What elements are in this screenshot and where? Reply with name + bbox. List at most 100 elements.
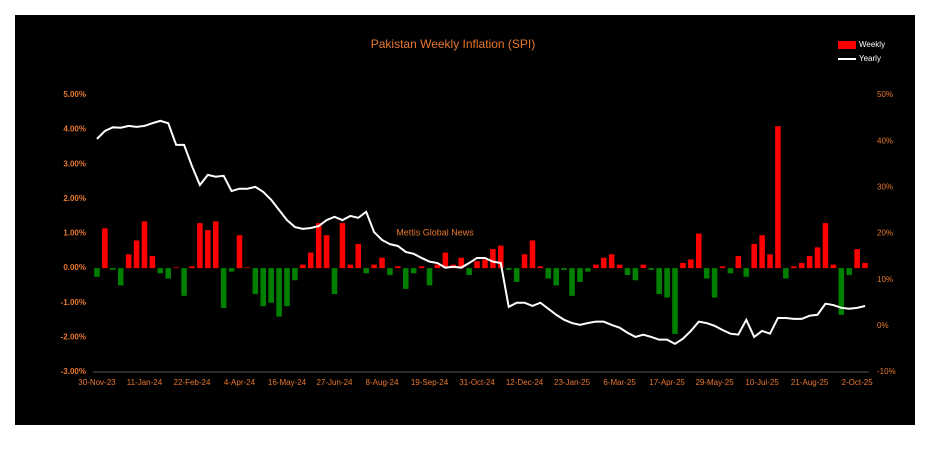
x-tick-label: 12-Dec-24	[506, 378, 544, 387]
bar	[624, 268, 631, 276]
bar	[616, 264, 623, 269]
bar	[117, 268, 124, 286]
bar	[94, 268, 100, 277]
bar	[363, 268, 369, 274]
bar	[403, 268, 409, 289]
bar	[711, 268, 718, 298]
bar	[307, 252, 314, 269]
y-tick-label: 0.00%	[63, 263, 86, 272]
bar	[537, 266, 544, 269]
x-tick-label: 8-Aug-24	[366, 378, 399, 387]
bar	[205, 230, 211, 269]
bar	[664, 268, 670, 298]
bar	[458, 257, 464, 269]
bar	[727, 268, 734, 274]
bar	[181, 268, 187, 296]
bar	[561, 268, 567, 270]
x-tick-label: 27-Jun-24	[316, 378, 353, 387]
bar	[806, 256, 813, 269]
bar	[125, 254, 132, 269]
x-tick-label: 21-Aug-25	[791, 378, 829, 387]
bar	[355, 243, 362, 269]
y-tick-label: 1.00%	[63, 229, 86, 238]
bar	[157, 268, 164, 274]
bar	[228, 268, 235, 272]
bar	[529, 240, 536, 269]
bar	[426, 268, 433, 286]
bar	[846, 268, 852, 276]
bar	[410, 268, 417, 274]
x-tick-label: 4-Apr-24	[224, 378, 256, 387]
bar	[252, 268, 259, 295]
bar	[466, 268, 472, 276]
bar	[608, 254, 615, 269]
bar	[260, 268, 267, 307]
bar	[791, 266, 797, 269]
bar	[814, 247, 821, 269]
bar	[276, 268, 282, 317]
bar	[395, 266, 401, 269]
bar	[339, 223, 346, 269]
bar	[331, 268, 338, 295]
bar	[862, 262, 868, 269]
bar	[300, 264, 306, 269]
bar	[767, 254, 773, 269]
y2-tick-label: 30%	[877, 182, 893, 191]
bar	[553, 268, 559, 286]
bar	[268, 268, 274, 303]
chart-background	[15, 15, 915, 425]
bar	[212, 221, 219, 269]
bar	[244, 267, 251, 269]
bar	[284, 268, 290, 307]
y2-tick-label: 0%	[877, 321, 889, 330]
bar	[783, 268, 789, 279]
bar	[545, 268, 552, 279]
bar	[830, 264, 837, 269]
bar	[379, 257, 385, 269]
bar	[102, 228, 108, 269]
bar	[672, 268, 678, 334]
bar	[648, 268, 655, 270]
bar	[632, 268, 639, 281]
bar	[600, 257, 607, 269]
bar	[442, 252, 449, 269]
bar	[498, 245, 504, 269]
bar	[490, 249, 496, 269]
y-tick-label: 2.00%	[63, 194, 86, 203]
bar	[189, 266, 195, 269]
annotation: Mettis Global News	[396, 227, 474, 237]
legend-label: Weekly	[859, 40, 885, 49]
y2-tick-label: 10%	[877, 275, 893, 284]
x-tick-label: 19-Sep-24	[411, 378, 449, 387]
bar	[505, 268, 512, 270]
bar	[680, 262, 686, 269]
bar	[688, 259, 694, 269]
bar	[482, 259, 488, 269]
bar	[743, 268, 750, 277]
bar	[822, 223, 829, 269]
chart-title: Pakistan Weekly Inflation (SPI)	[371, 37, 536, 51]
bar	[775, 126, 781, 269]
bar	[173, 267, 179, 269]
y-tick-label: -1.00%	[61, 298, 86, 307]
y-tick-label: 5.00%	[63, 90, 86, 99]
y-tick-label: -2.00%	[61, 332, 86, 341]
bar	[220, 268, 227, 308]
bar	[315, 223, 322, 269]
bar	[751, 243, 757, 269]
bar	[719, 266, 726, 269]
x-tick-label: 30-Nov-23	[78, 378, 116, 387]
bar	[236, 235, 243, 269]
x-tick-label: 11-Jan-24	[127, 378, 163, 387]
bar	[577, 268, 583, 282]
bar	[371, 264, 377, 269]
bar	[695, 233, 702, 269]
x-tick-label: 22-Feb-24	[174, 378, 211, 387]
x-tick-label: 2-Oct-25	[842, 378, 874, 387]
bar	[569, 268, 575, 296]
y-tick-label: 4.00%	[63, 125, 86, 134]
bar	[735, 256, 742, 269]
bar	[759, 235, 765, 269]
y2-tick-label: 50%	[877, 90, 893, 99]
